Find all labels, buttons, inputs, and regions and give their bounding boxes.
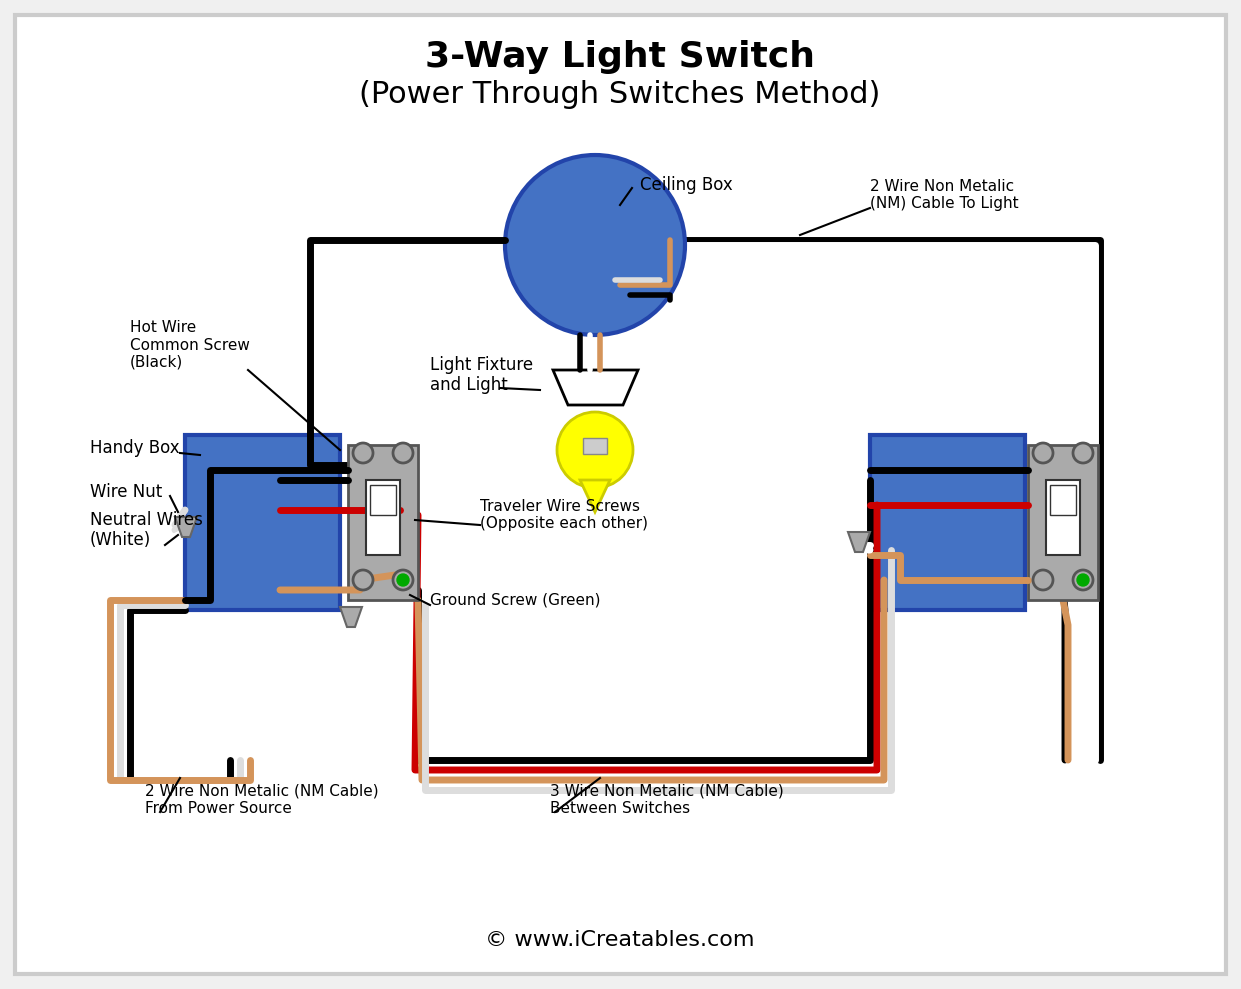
Text: Hot Wire
Common Screw
(Black): Hot Wire Common Screw (Black) <box>130 320 249 370</box>
Bar <box>583 438 607 454</box>
Text: Light Fixture
and Light: Light Fixture and Light <box>429 356 534 395</box>
Polygon shape <box>175 517 197 537</box>
Bar <box>370 485 396 515</box>
Circle shape <box>1077 574 1090 586</box>
Text: Traveler Wire Screws
(Opposite each other): Traveler Wire Screws (Opposite each othe… <box>480 498 648 531</box>
Circle shape <box>1033 570 1054 590</box>
Bar <box>185 435 340 610</box>
Text: 2 Wire Non Metalic
(NM) Cable To Light: 2 Wire Non Metalic (NM) Cable To Light <box>870 179 1019 212</box>
Bar <box>1050 485 1076 515</box>
Text: 2 Wire Non Metalic (NM Cable)
From Power Source: 2 Wire Non Metalic (NM Cable) From Power… <box>145 784 379 816</box>
Bar <box>366 480 400 555</box>
Circle shape <box>393 570 413 590</box>
Polygon shape <box>340 607 362 627</box>
Circle shape <box>397 574 410 586</box>
Text: Handy Box: Handy Box <box>91 439 180 457</box>
Circle shape <box>1073 443 1093 463</box>
Text: 3 Wire Non Metalic (NM Cable)
Between Switches: 3 Wire Non Metalic (NM Cable) Between Sw… <box>550 784 784 816</box>
Text: 3-Way Light Switch: 3-Way Light Switch <box>424 40 815 74</box>
Circle shape <box>557 412 633 488</box>
Bar <box>1046 480 1080 555</box>
Polygon shape <box>580 480 611 512</box>
Text: Ceiling Box: Ceiling Box <box>640 176 732 194</box>
Text: Neutral Wires
(White): Neutral Wires (White) <box>91 510 202 550</box>
Bar <box>870 435 1025 610</box>
Circle shape <box>505 155 685 335</box>
Text: Wire Nut: Wire Nut <box>91 483 163 501</box>
Circle shape <box>1073 570 1093 590</box>
Circle shape <box>352 570 374 590</box>
Circle shape <box>393 443 413 463</box>
Text: © www.iCreatables.com: © www.iCreatables.com <box>485 930 755 950</box>
Text: (Power Through Switches Method): (Power Through Switches Method) <box>360 80 881 109</box>
Bar <box>1028 445 1098 600</box>
Polygon shape <box>848 532 870 552</box>
Text: Ground Screw (Green): Ground Screw (Green) <box>429 592 601 607</box>
Circle shape <box>352 443 374 463</box>
Circle shape <box>1033 443 1054 463</box>
Polygon shape <box>553 370 638 405</box>
Bar <box>347 445 418 600</box>
